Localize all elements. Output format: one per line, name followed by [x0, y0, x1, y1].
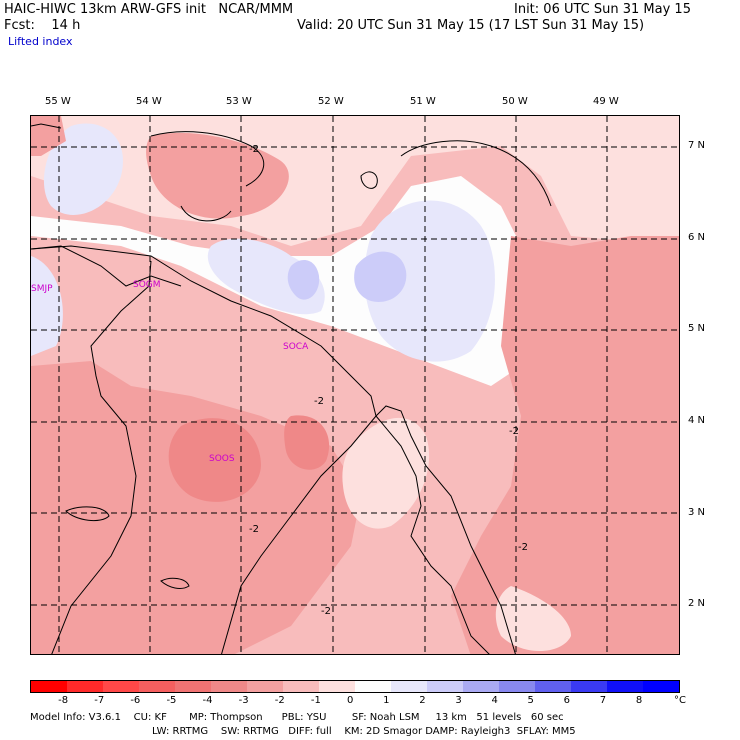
- light-patch-southeast: [495, 586, 571, 651]
- lon-label-49w: 49 W: [593, 96, 619, 107]
- colorbar-segment: [571, 681, 607, 692]
- unstable-area-south: [31, 361, 361, 654]
- colorbar-tick-label: -4: [202, 695, 213, 706]
- unstable-area-corner: [31, 116, 66, 156]
- contour-label-3: -2: [509, 426, 519, 437]
- lat-label-2n: 2 N: [688, 598, 706, 609]
- lat-label-5n: 5 N: [688, 323, 706, 334]
- borders: [31, 245, 516, 654]
- field-name: Lifted index: [8, 35, 73, 48]
- unstable-area-east: [451, 236, 679, 654]
- station-soos: SOOS: [209, 454, 235, 464]
- contour-label-2: -2: [314, 396, 324, 407]
- station-sogm: SOGM: [133, 280, 161, 290]
- lifted-index-map: -2 -2 -2 -2 -2 -2 SMJP SOGM SOCA SOOS: [30, 115, 680, 655]
- colorbar-tick-label: 3: [455, 695, 462, 706]
- station-smjp: SMJP: [31, 284, 53, 294]
- contour-label-4: -2: [249, 524, 259, 535]
- colorbar-tick-label: -2: [274, 695, 285, 706]
- colorbar-segment: [607, 681, 643, 692]
- model-title: HAIC-HIWC 13km ARW-GFS init NCAR/MMM: [4, 2, 294, 17]
- colorbar-tick-label: -1: [310, 695, 321, 706]
- colorbar-segment: [427, 681, 463, 692]
- colorbar-segment: [31, 681, 67, 692]
- unstable-area-north: [146, 132, 289, 219]
- stable-core-2: [287, 260, 320, 300]
- border-suriname-guyana: [51, 260, 152, 654]
- coastline: [31, 245, 516, 654]
- colorbar-segment: [283, 681, 319, 692]
- contour-lines: [31, 123, 552, 589]
- contour-label-6: -2: [321, 606, 331, 617]
- colorbar-segment: [391, 681, 427, 692]
- forecast-hour: Fcst: 14 h: [4, 18, 81, 33]
- colorbar-tick-label: 4: [491, 695, 498, 706]
- model-info-line2: LW: RRTMG SW: RRTMG DIFF: full KM: 2D Sm…: [152, 726, 576, 737]
- graticule: [31, 116, 679, 654]
- stable-area-4: [31, 256, 63, 356]
- contour-5: [160, 577, 190, 589]
- colorbar-tick-label: 5: [527, 695, 534, 706]
- contour-label-5: -2: [518, 542, 528, 553]
- colorbar-tick-label: 6: [563, 695, 571, 706]
- lat-label-3n: 3 N: [688, 507, 706, 518]
- lon-label-50w: 50 W: [502, 96, 528, 107]
- lon-label-55w: 55 W: [45, 96, 71, 107]
- contour-4: [65, 506, 110, 522]
- colorbar-unit: °C: [674, 695, 686, 706]
- colorbar-segment: [499, 681, 535, 692]
- lat-label-4n: 4 N: [688, 415, 706, 426]
- colorbar-segment: [103, 681, 139, 692]
- colorbar-segment: [247, 681, 283, 692]
- colorbar: [30, 680, 680, 693]
- init-time: Init: 06 UTC Sun 31 May 15: [514, 2, 691, 17]
- stable-area-2: [364, 200, 495, 362]
- colorbar-tick-label: 7: [599, 695, 607, 706]
- lon-label-52w: 52 W: [318, 96, 344, 107]
- contour-label-1: -2: [249, 144, 259, 155]
- unstable-core-2: [284, 415, 330, 470]
- colorbar-tick-label: 1: [383, 695, 390, 706]
- colorbar-tick-label: -3: [238, 695, 249, 706]
- unstable-core-1: [168, 418, 261, 502]
- lat-label-6n: 6 N: [688, 232, 706, 243]
- lat-label-7n: 7 N: [688, 140, 706, 151]
- light-patch-coast: [342, 417, 430, 529]
- contour-1: [400, 140, 552, 207]
- contour-2: [150, 131, 265, 187]
- colorbar-segment: [211, 681, 247, 692]
- contour-6: [31, 123, 62, 129]
- colorbar-segment: [175, 681, 211, 692]
- colorbar-segment: [319, 681, 355, 692]
- border-suriname-frenchguiana: [221, 415, 377, 654]
- colorbar-segment: [139, 681, 175, 692]
- colorbar-tick-label: 8: [635, 695, 643, 706]
- colorbar-tick-label: -5: [166, 695, 177, 706]
- lon-label-53w: 53 W: [226, 96, 252, 107]
- border-north: [31, 245, 182, 287]
- colorbar-tick-label: 2: [419, 695, 426, 706]
- border-oiapoque: [375, 415, 490, 654]
- stable-area-3: [43, 123, 123, 215]
- colorbar-tick-label: -6: [130, 695, 141, 706]
- colorbar-tick-label: -8: [58, 695, 69, 706]
- station-soca: SOCA: [283, 342, 309, 352]
- lon-label-51w: 51 W: [410, 96, 436, 107]
- colorbar-segment: [643, 681, 679, 692]
- contour-3: [180, 205, 232, 222]
- model-info-line1: Model Info: V3.6.1 CU: KF MP: Thompson P…: [30, 712, 564, 723]
- colorbar-tick-label: 0: [347, 695, 354, 706]
- colorbar-segment: [463, 681, 499, 692]
- contour-7: [360, 171, 378, 189]
- colorbar-segment: [67, 681, 103, 692]
- colorbar-segment: [535, 681, 571, 692]
- colorbar-tick-label: -7: [94, 695, 105, 706]
- stable-core-1: [354, 251, 407, 302]
- colorbar-segment: [355, 681, 391, 692]
- lon-label-54w: 54 W: [136, 96, 162, 107]
- valid-time: Valid: 20 UTC Sun 31 May 15 (17 LST Sun …: [297, 18, 645, 33]
